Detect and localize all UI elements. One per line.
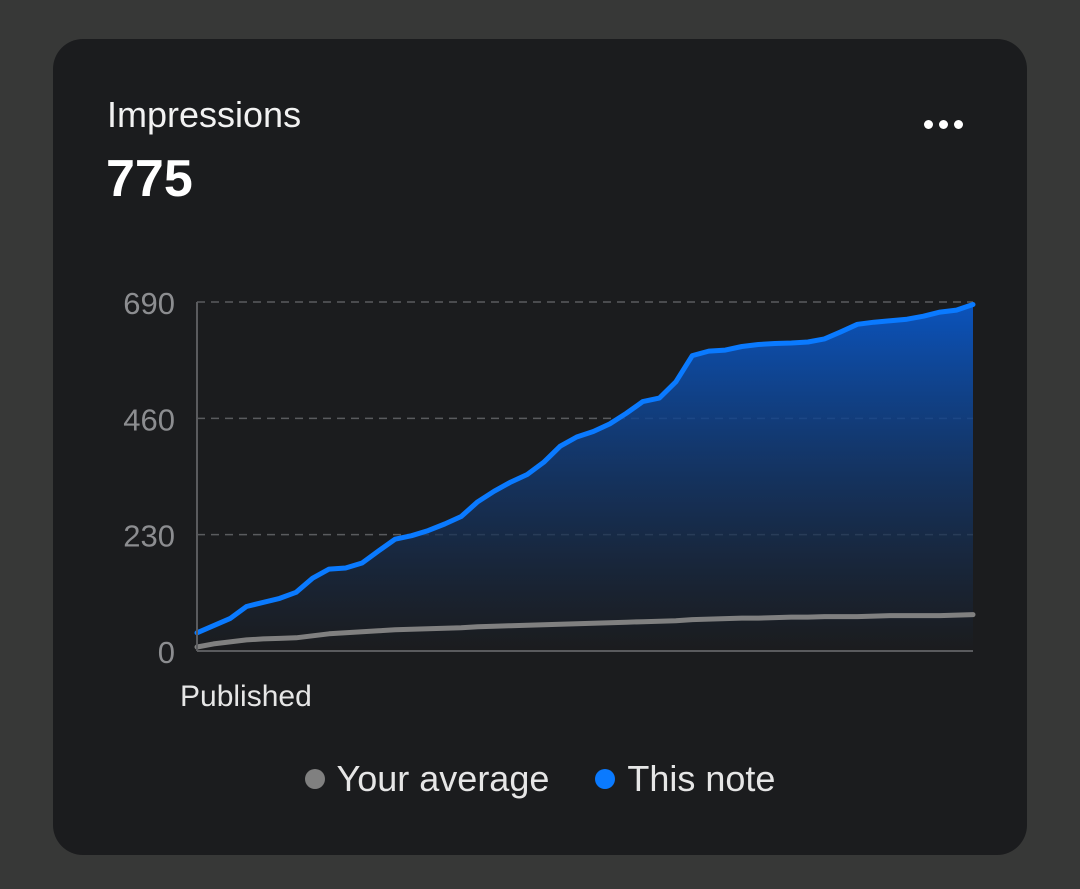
impressions-card: Impressions 775 690 460 230 0 Published Your…	[53, 39, 1027, 855]
more-horizontal-icon	[953, 119, 963, 129]
y-tick-label: 230	[123, 519, 175, 554]
chart-legend: Your average This note	[53, 757, 1027, 801]
more-options-button[interactable]	[915, 109, 971, 139]
x-start-label: Published	[180, 680, 312, 713]
this-note-area	[197, 304, 973, 651]
legend-item-this-note[interactable]: This note	[595, 757, 775, 801]
this-note-swatch-icon	[595, 769, 616, 789]
legend-label: Your average	[336, 758, 550, 799]
more-horizontal-icon	[923, 119, 933, 129]
y-tick-label: 460	[123, 402, 175, 437]
impressions-count: 775	[106, 150, 193, 208]
this-note-line	[194, 302, 976, 636]
legend-item-your-average[interactable]: Your average	[304, 757, 550, 801]
legend-label: This note	[627, 758, 776, 799]
y-tick-label: 690	[123, 286, 175, 321]
card-title: Impressions	[107, 94, 302, 135]
y-tick-label: 0	[158, 635, 175, 670]
more-horizontal-icon	[938, 119, 948, 129]
your-average-line	[194, 612, 976, 650]
your-average-swatch-icon	[304, 769, 325, 789]
